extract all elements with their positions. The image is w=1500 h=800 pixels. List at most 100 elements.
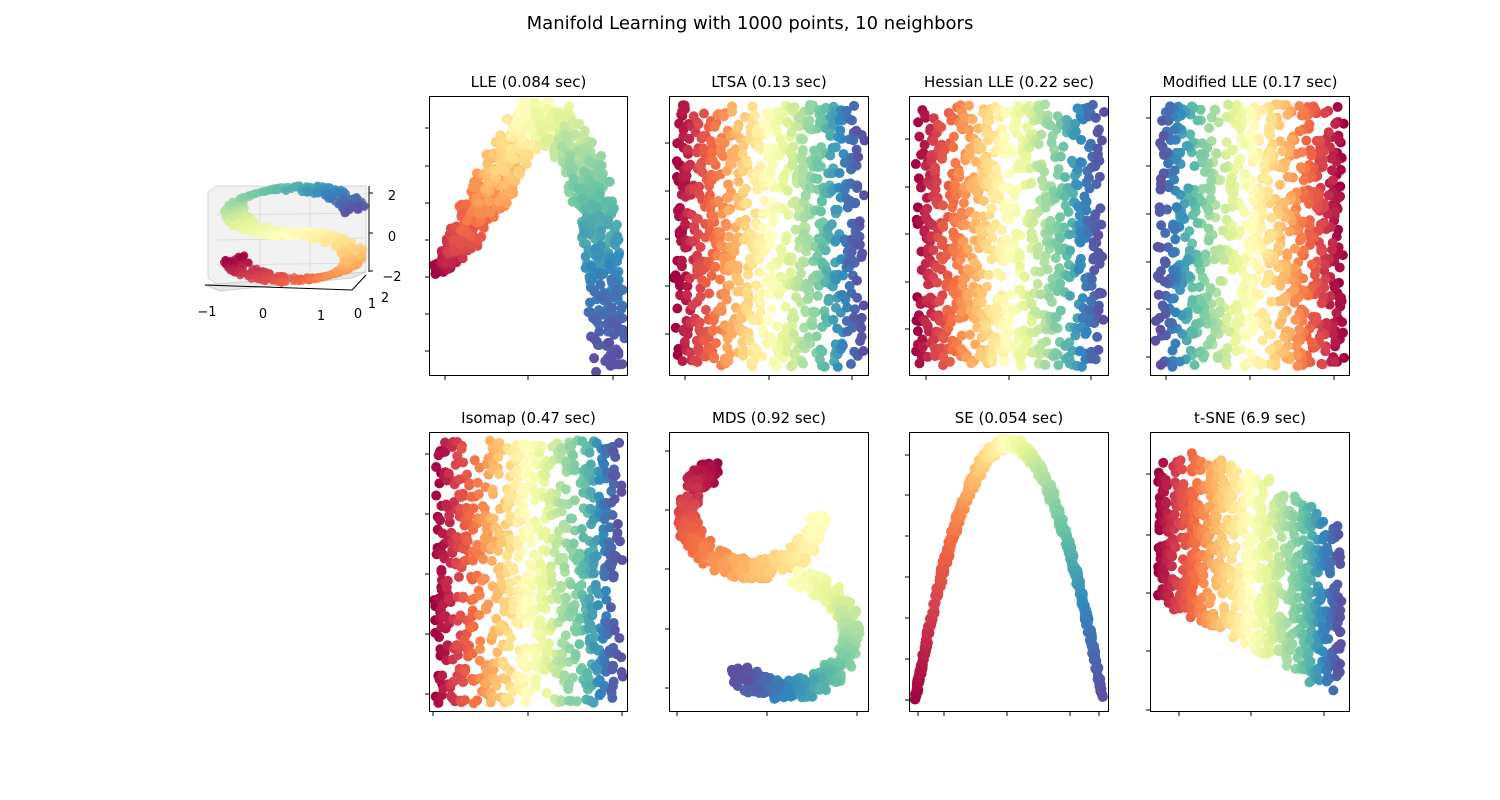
scatter-point bbox=[850, 197, 861, 208]
scatter-point bbox=[977, 288, 988, 299]
scatter-point bbox=[1239, 168, 1250, 179]
scatter-point bbox=[718, 111, 729, 122]
scatter-point bbox=[479, 533, 490, 544]
scatter-point bbox=[1192, 304, 1203, 315]
scatter-point bbox=[733, 276, 744, 287]
scatter-point bbox=[835, 125, 846, 136]
scatter-point bbox=[1282, 248, 1293, 259]
scatter-point bbox=[794, 121, 805, 132]
scatter-point bbox=[559, 121, 570, 132]
scatter-point bbox=[960, 219, 971, 230]
scatter-point bbox=[1266, 296, 1277, 307]
scatter-point bbox=[1094, 171, 1105, 182]
scatter-point bbox=[458, 677, 469, 688]
scatter-point bbox=[1059, 222, 1070, 233]
scatter-point bbox=[1160, 228, 1171, 239]
scatter-point bbox=[556, 582, 567, 593]
scatter-point bbox=[524, 687, 535, 698]
scatter-point bbox=[917, 342, 928, 353]
scatter-point bbox=[790, 224, 801, 235]
scatter-point bbox=[1222, 246, 1233, 257]
scatter-point bbox=[595, 270, 606, 281]
scatter-point bbox=[431, 490, 442, 501]
scatter-point bbox=[726, 159, 737, 170]
scatter-point bbox=[516, 672, 527, 683]
scatter-point bbox=[1089, 212, 1100, 223]
scatter-point bbox=[739, 221, 750, 232]
scatter-point bbox=[1010, 207, 1021, 218]
scatter-point bbox=[1036, 129, 1047, 140]
scatter-point bbox=[473, 198, 484, 209]
scatter-point bbox=[504, 587, 515, 598]
scatter-point bbox=[1279, 269, 1290, 280]
scatter-point bbox=[675, 290, 686, 301]
scatter-point bbox=[1266, 111, 1277, 122]
scatter-point bbox=[1086, 274, 1097, 285]
scatter-point bbox=[679, 104, 690, 115]
scatter-point bbox=[754, 267, 765, 278]
scatter-point bbox=[499, 661, 510, 672]
scatter-point bbox=[1052, 111, 1063, 122]
y-axis-line bbox=[351, 274, 367, 291]
scatter-point bbox=[436, 566, 447, 577]
scatter-point bbox=[853, 151, 864, 162]
panel-1: LLE (0.084 sec) bbox=[425, 73, 628, 380]
scatter-point bbox=[609, 236, 620, 247]
scatter-point bbox=[749, 314, 760, 325]
scatter-point bbox=[837, 289, 848, 300]
scatter-point bbox=[1289, 263, 1300, 274]
scatter-point bbox=[583, 174, 594, 185]
scatter-point bbox=[789, 313, 800, 324]
scatter-point bbox=[910, 159, 921, 170]
scatter-point bbox=[1093, 305, 1104, 316]
scatter-point bbox=[709, 352, 720, 363]
scatter-point bbox=[820, 245, 831, 256]
scatter-point bbox=[1064, 290, 1075, 301]
scatter-point bbox=[962, 264, 973, 275]
scatter-point bbox=[1041, 336, 1052, 347]
scatter-point bbox=[820, 312, 831, 323]
scatter-point bbox=[1004, 317, 1015, 328]
scatter-point bbox=[1330, 206, 1341, 217]
axes-frame bbox=[909, 96, 1109, 376]
scatter-point bbox=[848, 312, 859, 323]
scatter-point bbox=[1060, 191, 1071, 202]
scatter-point bbox=[716, 240, 727, 251]
scatter-point bbox=[1294, 324, 1305, 335]
scatter-point bbox=[458, 457, 469, 468]
scatter-point bbox=[670, 322, 681, 333]
scatter-point bbox=[1204, 123, 1215, 134]
scurve-point bbox=[228, 197, 237, 206]
scatter-point bbox=[1060, 172, 1071, 183]
scatter-point bbox=[609, 359, 620, 370]
scatter-point bbox=[796, 268, 807, 279]
scatter-point bbox=[738, 350, 749, 361]
scatter-point bbox=[436, 622, 447, 633]
scatter-point bbox=[1289, 297, 1300, 308]
scatter-point bbox=[690, 127, 701, 138]
scatter-point bbox=[1168, 265, 1179, 276]
scatter-point bbox=[585, 297, 596, 308]
scatter-point bbox=[1326, 153, 1337, 164]
scatter-point bbox=[493, 451, 504, 462]
scatter-point bbox=[439, 647, 450, 658]
scatter-point bbox=[501, 550, 512, 561]
scurve-point bbox=[272, 232, 281, 241]
scurve-point bbox=[271, 186, 280, 195]
scatter-point bbox=[976, 142, 987, 153]
scurve-point bbox=[258, 231, 267, 240]
scatter-point bbox=[772, 321, 783, 332]
scatter-point bbox=[1157, 115, 1168, 126]
scatter-point bbox=[831, 234, 842, 245]
scatter-point bbox=[537, 440, 548, 451]
scatter-point bbox=[1197, 272, 1208, 283]
scatter-point bbox=[800, 257, 811, 268]
scatter-point bbox=[1217, 225, 1228, 236]
scatter-point bbox=[812, 173, 823, 184]
scatter-point bbox=[493, 468, 504, 479]
scatter-point bbox=[754, 254, 765, 265]
scatter-point bbox=[948, 131, 959, 142]
scatter-point bbox=[549, 152, 560, 163]
scatter-point bbox=[687, 300, 698, 311]
scatter-point bbox=[1279, 332, 1290, 343]
